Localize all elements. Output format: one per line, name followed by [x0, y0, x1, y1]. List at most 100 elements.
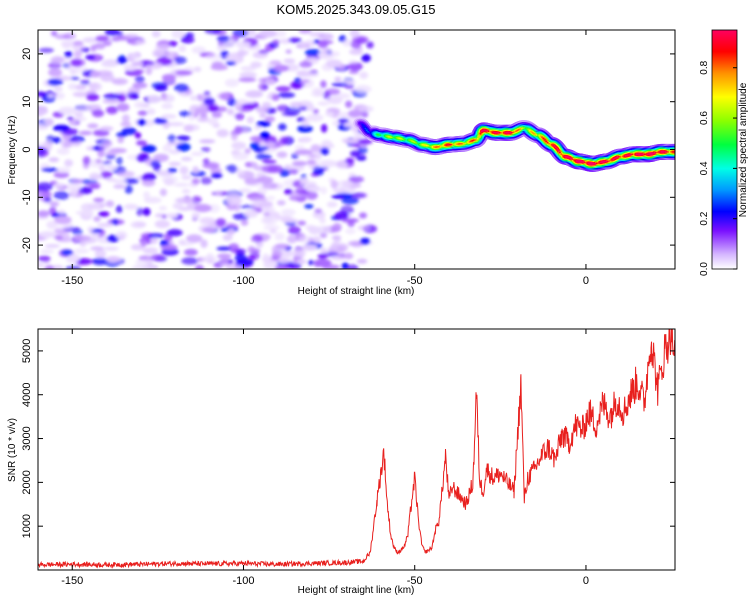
noise-blob — [359, 105, 374, 113]
noise-blob — [95, 158, 102, 164]
noise-blob — [299, 178, 307, 185]
noise-blob — [276, 151, 288, 158]
signal-cell — [660, 151, 663, 153]
noise-blob — [171, 30, 186, 39]
signal-cell — [642, 153, 645, 156]
x-tick-label: -100 — [232, 575, 254, 587]
noise-blob — [176, 135, 191, 141]
signal-cell — [504, 131, 507, 134]
snr-xlabel: Height of straight line (km) — [298, 585, 415, 596]
signal-cell — [508, 131, 511, 134]
noise-blob — [256, 176, 274, 184]
signal-cell — [669, 151, 672, 153]
noise-blob — [167, 122, 185, 127]
signal-cell — [530, 130, 533, 133]
noise-blob — [55, 34, 71, 40]
noise-blob — [56, 225, 71, 231]
noise-blob — [136, 140, 148, 146]
noise-blob — [287, 225, 301, 235]
noise-blob — [224, 53, 242, 62]
noise-blob — [216, 106, 228, 112]
noise-blob — [82, 156, 91, 165]
noise-blob — [348, 176, 364, 183]
noise-blob — [235, 41, 251, 49]
noise-blob — [115, 205, 123, 214]
noise-blob — [129, 39, 137, 45]
noise-blob — [172, 202, 184, 210]
noise-blob — [224, 78, 239, 88]
x-tick-label: -150 — [61, 575, 83, 587]
noise-blob — [188, 112, 196, 121]
noise-blob — [143, 196, 162, 204]
noise-blob — [63, 141, 73, 148]
noise-blob — [58, 106, 77, 116]
x-tick-label: -150 — [61, 275, 83, 287]
noise-blob — [99, 144, 109, 151]
noise-blob — [94, 249, 107, 259]
noise-blob — [207, 117, 219, 126]
noise-blob — [331, 255, 346, 261]
noise-blob — [40, 249, 54, 254]
noise-blob — [38, 182, 53, 191]
noise-blob — [340, 205, 354, 215]
noise-blob — [319, 217, 326, 224]
noise-blob — [205, 53, 223, 60]
noise-blob — [345, 157, 355, 164]
noise-blob — [141, 179, 156, 187]
noise-blob — [359, 212, 367, 219]
noise-blob — [143, 191, 151, 199]
noise-blob — [331, 235, 342, 241]
noise-blob — [226, 196, 242, 206]
noise-blob — [202, 227, 216, 233]
noise-blob — [203, 97, 215, 106]
noise-blob — [159, 188, 167, 197]
noise-blob — [271, 94, 280, 101]
noise-blob — [116, 56, 128, 65]
noise-blob — [137, 119, 147, 126]
signal-cell — [501, 131, 504, 134]
noise-blob — [91, 109, 105, 118]
noise-blob — [306, 159, 316, 165]
noise-blob — [154, 84, 168, 92]
noise-blob — [125, 33, 139, 39]
noise-blob — [263, 224, 280, 231]
signal-cell — [664, 151, 667, 153]
noise-blob — [142, 247, 159, 255]
noise-blob — [281, 111, 299, 117]
noise-blob — [345, 228, 356, 235]
noise-blob — [153, 118, 168, 124]
noise-blob — [74, 116, 87, 122]
signal-cell — [475, 139, 478, 141]
noise-blob — [356, 258, 368, 264]
noise-blob — [297, 220, 307, 226]
noise-blob — [334, 76, 342, 83]
noise-blob — [206, 253, 215, 261]
y-tick-label: 3000 — [21, 426, 33, 450]
noise-blob — [325, 59, 343, 68]
noise-blob — [186, 234, 203, 243]
noise-blob — [142, 60, 155, 66]
signal-cell — [495, 131, 498, 134]
noise-blob — [345, 100, 353, 108]
noise-blob — [354, 85, 372, 94]
noise-blob — [150, 160, 161, 169]
chart-title: KOM5.2025.343.09.05.G15 — [276, 2, 435, 17]
noise-blob — [318, 33, 334, 40]
noise-blob — [45, 118, 54, 126]
colorbar-tick-label: 0.0 — [699, 262, 710, 276]
spectrogram-ylabel: Frequency (Hz) — [7, 116, 18, 185]
signal-cell — [665, 151, 668, 153]
signal-cell — [479, 132, 482, 135]
noise-blob — [273, 64, 290, 72]
noise-blob — [174, 56, 187, 65]
noise-blob — [166, 229, 183, 237]
noise-blob — [146, 174, 157, 180]
noise-blob — [103, 246, 119, 251]
noise-blob — [285, 49, 292, 54]
noise-blob — [244, 148, 251, 154]
noise-blob — [181, 175, 192, 180]
x-tick-label: -100 — [232, 275, 254, 287]
y-tick-label: 0 — [21, 146, 33, 152]
noise-blob — [247, 245, 256, 254]
noise-blob — [121, 127, 137, 136]
